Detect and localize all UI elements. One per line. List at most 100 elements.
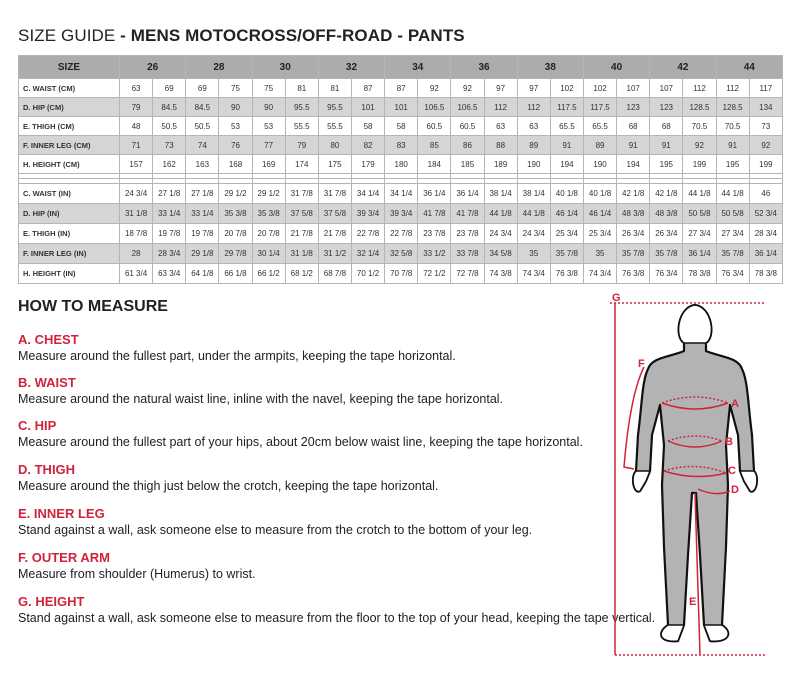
table-cell: 87 bbox=[384, 78, 419, 98]
table-cell: 91 bbox=[715, 135, 750, 155]
table-cell: 31 1/8 bbox=[284, 243, 319, 264]
table-cell: 28 3/4 bbox=[152, 243, 187, 264]
table-cell: 44 1/8 bbox=[516, 203, 551, 224]
table-cell: 35 3/8 bbox=[218, 203, 253, 224]
label-e: E bbox=[689, 596, 696, 608]
table-cell: 65.5 bbox=[549, 116, 584, 136]
table-cell: 27 3/4 bbox=[682, 223, 717, 244]
label-g: G bbox=[612, 292, 621, 304]
measure-heading: C. HIP bbox=[18, 418, 57, 433]
label-d: D bbox=[731, 484, 739, 496]
row-label: E. THIGH (CM) bbox=[18, 116, 120, 136]
table-cell: 44 1/8 bbox=[483, 203, 518, 224]
table-cell: 68 7/8 bbox=[317, 263, 352, 284]
measure-heading: E. INNER LEG bbox=[18, 506, 105, 521]
measure-text: Measure from shoulder (Humerus) to wrist… bbox=[18, 567, 256, 581]
table-cell: 91 bbox=[649, 135, 684, 155]
table-cell: 95.5 bbox=[317, 97, 352, 117]
table-cell: 28 3/4 bbox=[748, 223, 784, 244]
table-cell: 33 1/2 bbox=[417, 243, 452, 264]
table-cell: 76 3/4 bbox=[649, 263, 684, 284]
table-cell: 72 7/8 bbox=[450, 263, 485, 284]
table-cell: 128.5 bbox=[682, 97, 717, 117]
measure-item: F. OUTER ARM Measure from shoulder (Humer… bbox=[18, 550, 256, 581]
table-cell: 40 1/8 bbox=[549, 183, 584, 204]
table-cell: 29 1/2 bbox=[251, 183, 286, 204]
table-cell: 89 bbox=[516, 135, 551, 155]
size-column-header: 40 bbox=[582, 55, 651, 79]
table-cell: 39 3/4 bbox=[384, 203, 419, 224]
table-cell: 19 7/8 bbox=[185, 223, 220, 244]
table-cell: 92 bbox=[417, 78, 452, 98]
table-cell: 79 bbox=[118, 97, 154, 117]
measure-item: D. THIGH Measure around the thigh just be… bbox=[18, 462, 438, 493]
table-cell: 48 bbox=[118, 116, 154, 136]
table-cell: 36 1/4 bbox=[450, 183, 485, 204]
table-cell: 81 bbox=[284, 78, 319, 98]
table-cell: 48 3/8 bbox=[649, 203, 684, 224]
table-cell: 58 bbox=[384, 116, 419, 136]
title-prefix: SIZE GUIDE bbox=[18, 26, 116, 45]
table-cell: 25 3/4 bbox=[549, 223, 584, 244]
table-cell: 72 1/2 bbox=[417, 263, 452, 284]
table-cell: 42 1/8 bbox=[616, 183, 651, 204]
table-cell: 117.5 bbox=[582, 97, 618, 117]
measure-text: Measure around the fullest part of your … bbox=[18, 435, 583, 449]
size-column-header: 34 bbox=[384, 55, 452, 79]
label-a: A bbox=[731, 398, 739, 410]
table-cell: 199 bbox=[682, 154, 717, 174]
table-cell: 35 7/8 bbox=[715, 243, 750, 264]
table-cell: 53 bbox=[218, 116, 253, 136]
table-cell: 90 bbox=[251, 97, 286, 117]
table-cell: 65.5 bbox=[582, 116, 618, 136]
table-cell: 33 1/4 bbox=[185, 203, 220, 224]
table-cell: 41 7/8 bbox=[450, 203, 485, 224]
table-cell: 50 5/8 bbox=[715, 203, 750, 224]
table-cell: 73 bbox=[748, 116, 784, 136]
table-cell: 44 1/8 bbox=[682, 183, 717, 204]
table-cell: 123 bbox=[649, 97, 684, 117]
table-cell: 35 7/8 bbox=[549, 243, 584, 264]
table-cell: 24 3/4 bbox=[118, 183, 154, 204]
table-cell: 90 bbox=[218, 97, 253, 117]
measure-item: A. CHEST Measure around the fullest part,… bbox=[18, 332, 456, 363]
table-cell: 27 3/4 bbox=[715, 223, 750, 244]
table-cell: 106.5 bbox=[417, 97, 452, 117]
table-row: F. INNER LEG (IN) 28 28 3/4 29 1/8 29 7/8 30 … bbox=[18, 243, 784, 264]
table-cell: 29 7/8 bbox=[218, 243, 253, 264]
table-cell: 184 bbox=[417, 154, 452, 174]
table-cell: 23 7/8 bbox=[450, 223, 485, 244]
table-cell: 106.5 bbox=[450, 97, 485, 117]
table-cell: 21 7/8 bbox=[284, 223, 319, 244]
table-cell: 63 bbox=[483, 116, 518, 136]
table-cell: 66 1/2 bbox=[251, 263, 286, 284]
table-cell: 195 bbox=[715, 154, 750, 174]
table-row: E. THIGH (CM) 48 50.5 50.5 53 53 55.5 55.5 58 58 6… bbox=[18, 116, 784, 136]
measure-item: C. HIP Measure around the fullest part of… bbox=[18, 418, 583, 449]
table-cell: 107 bbox=[649, 78, 684, 98]
table-cell: 107 bbox=[616, 78, 651, 98]
measure-heading: F. OUTER ARM bbox=[18, 550, 110, 565]
table-header-row: SIZE 26 28 30 32 34 36 38 40 42 44 bbox=[18, 55, 784, 79]
table-cell: 117 bbox=[748, 78, 784, 98]
table-cell: 39 3/4 bbox=[350, 203, 386, 224]
table-cell: 112 bbox=[682, 78, 717, 98]
table-row: H. HEIGHT (CM) 157 162 163 168 169 174 175 179 18… bbox=[18, 154, 784, 174]
size-column-header: 38 bbox=[516, 55, 584, 79]
measure-heading: A. CHEST bbox=[18, 332, 79, 347]
table-cell: 19 7/8 bbox=[152, 223, 187, 244]
measure-text: Stand against a wall, ask someone else t… bbox=[18, 611, 656, 625]
table-cell: 76 3/8 bbox=[549, 263, 584, 284]
table-cell: 42 1/8 bbox=[649, 183, 684, 204]
table-cell: 134 bbox=[748, 97, 784, 117]
row-label: F. INNER LEG (CM) bbox=[18, 135, 120, 155]
table-cell: 123 bbox=[616, 97, 651, 117]
table-cell: 55.5 bbox=[284, 116, 319, 136]
table-cell: 31 1/8 bbox=[118, 203, 154, 224]
table-cell: 84.5 bbox=[152, 97, 187, 117]
table-row: C. WAIST (IN) 24 3/4 27 1/8 27 1/8 29 1/2 29 … bbox=[18, 183, 784, 204]
table-cell: 190 bbox=[582, 154, 618, 174]
measure-text: Stand against a wall, ask someone else t… bbox=[18, 523, 533, 537]
size-column-header: 36 bbox=[450, 55, 518, 79]
table-cell: 25 3/4 bbox=[582, 223, 618, 244]
